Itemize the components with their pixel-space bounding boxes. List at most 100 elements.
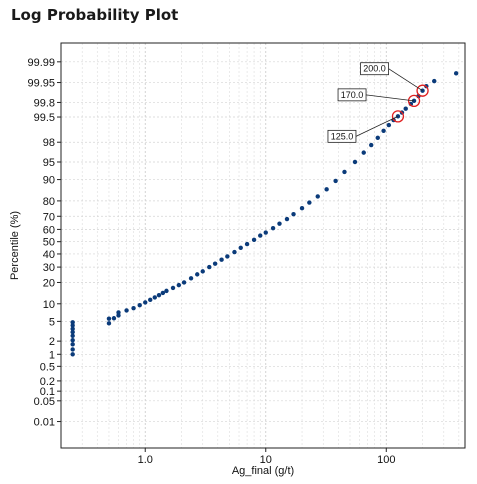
data-point [70, 342, 75, 347]
annotation-leader [365, 94, 415, 102]
y-tick-label: 0.5 [40, 361, 55, 373]
data-point [148, 297, 153, 303]
annotation-marker [391, 110, 405, 123]
data-point [160, 290, 166, 296]
y-tick-label: 1 [49, 349, 55, 361]
annotation-box [360, 62, 389, 76]
data-point [137, 302, 142, 308]
annotation-label: 125.0 [331, 131, 354, 141]
data-point [299, 206, 305, 211]
data-point [369, 142, 374, 148]
y-tick-label: 20 [43, 277, 55, 289]
data-point [143, 300, 148, 305]
y-tick-label: 60 [43, 224, 55, 236]
data-point [291, 211, 296, 217]
data-point [232, 249, 237, 255]
x-axis-ticks: 1.0 10 100 [138, 448, 395, 466]
data-point [432, 78, 437, 84]
x-tick-label: 10 [260, 454, 272, 466]
y-tick-label: 0.05 [34, 396, 55, 408]
data-point [176, 282, 182, 288]
data-point [251, 237, 257, 243]
data-point [70, 337, 75, 343]
data-point [270, 225, 276, 231]
y-tick-label: 99.5 [34, 112, 55, 124]
annotation-leader [355, 115, 399, 137]
data-point [258, 233, 263, 238]
annotation-marker [407, 94, 421, 108]
data-point [352, 159, 358, 165]
y-tick-label: 50 [43, 237, 55, 249]
y-tick-label: 5 [49, 316, 55, 328]
data-point [225, 254, 230, 259]
data-point [361, 150, 366, 155]
data-point [386, 122, 392, 128]
y-tick-label: 10 [43, 299, 55, 311]
plot-frame [60, 42, 466, 449]
data-point [307, 200, 312, 205]
data-point [70, 320, 75, 325]
y-tick-label: 95 [43, 157, 55, 169]
data-point [106, 321, 112, 326]
data-point [124, 308, 129, 313]
data-point [342, 169, 347, 175]
annotation-leader [388, 68, 423, 92]
data-point [70, 329, 75, 335]
y-tick-label: 98 [43, 137, 55, 149]
y-axis-label: Percentile (%) [9, 211, 21, 280]
data-point [111, 316, 117, 321]
annotation-label: 170.0 [341, 90, 364, 100]
data-point [263, 230, 268, 235]
data-point [170, 285, 176, 291]
y-tick-label: 99.99 [27, 57, 55, 69]
annotation-label: 200.0 [363, 64, 386, 74]
data-point [277, 221, 282, 226]
annotation-marker [416, 84, 429, 97]
data-point [164, 288, 169, 294]
data-point [70, 333, 75, 338]
data-point [238, 245, 243, 250]
data-point [200, 269, 205, 274]
data-point [195, 272, 200, 277]
annotation-box [327, 129, 357, 143]
y-tick-label: 0.2 [40, 376, 55, 388]
data-point [181, 280, 187, 285]
y-tick-label: 30 [43, 262, 55, 274]
y-tick-label: 40 [43, 249, 55, 261]
x-tick-label: 1.0 [138, 454, 153, 466]
y-tick-label: 99.95 [27, 78, 55, 90]
data-point [333, 178, 338, 184]
y-tick-label: 80 [43, 196, 55, 208]
data-point [219, 257, 224, 262]
data-point [420, 88, 425, 93]
data-point [324, 187, 329, 192]
data-point [284, 216, 290, 222]
annotation-box [337, 88, 367, 102]
x-axis-label: Ag_final (g/t) [232, 465, 294, 477]
data-point [70, 347, 75, 352]
data-point [106, 316, 112, 321]
y-tick-label: 90 [43, 175, 55, 187]
data-point [453, 71, 459, 76]
chart-title: Log Probability Plot [11, 6, 179, 24]
data-point [375, 135, 380, 141]
y-tick-label: 0.01 [34, 417, 55, 429]
data-point [70, 326, 75, 332]
data-point [188, 276, 194, 281]
data-point [70, 323, 75, 328]
data-point [70, 352, 75, 357]
data-point [156, 292, 162, 298]
data-point [212, 261, 218, 266]
y-tick-label: 99.8 [34, 97, 55, 109]
data-point [207, 264, 212, 270]
y-tick-label: 70 [43, 211, 55, 223]
data-points [70, 71, 459, 357]
annotations: 200.0 170.0 125.0 [327, 62, 429, 143]
data-point [381, 128, 386, 134]
y-tick-label: 0.1 [40, 386, 55, 398]
data-point [315, 194, 320, 199]
y-tick-label: 2 [49, 336, 55, 348]
data-point [152, 295, 157, 300]
